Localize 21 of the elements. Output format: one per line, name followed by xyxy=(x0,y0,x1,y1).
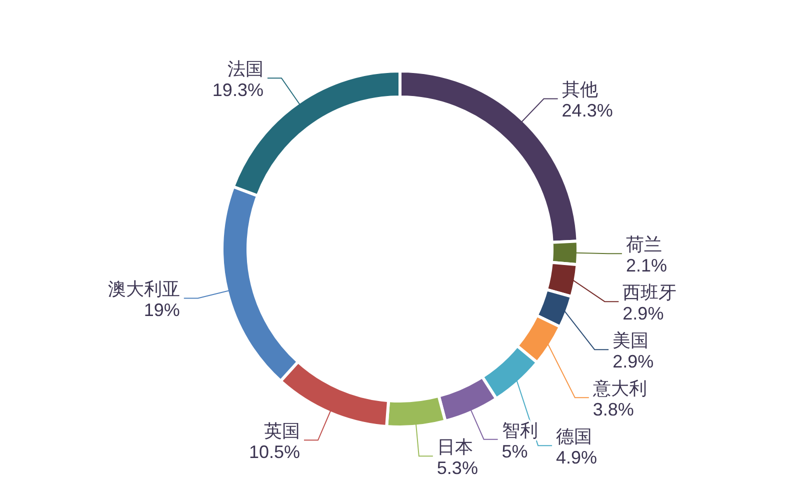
data-label: 2.9% xyxy=(622,304,664,324)
slice-label: 美国 xyxy=(612,330,649,351)
data-label: 5% xyxy=(502,441,528,462)
slice-label: 英国 xyxy=(264,421,300,442)
slice-label: 其他 xyxy=(562,80,598,100)
slice-label: 荷兰 xyxy=(626,234,662,255)
slice-label: 西班牙 xyxy=(622,282,677,303)
data-label: 5.3% xyxy=(436,458,478,478)
data-label: 10.5% xyxy=(248,442,300,462)
data-label: 19.3% xyxy=(212,80,264,100)
data-label: 19% xyxy=(144,300,180,320)
data-label: 2.9% xyxy=(612,352,654,372)
slice-label: 法国 xyxy=(227,59,264,80)
slice-label: 意大利 xyxy=(592,378,647,399)
slice-label: 澳大利亚 xyxy=(108,279,180,300)
data-label: 2.1% xyxy=(626,256,667,276)
data-label: 4.9% xyxy=(556,448,598,468)
slice-label: 德国 xyxy=(556,426,592,447)
data-label: 3.8% xyxy=(592,400,634,420)
slice-label: 日本 xyxy=(436,437,473,458)
data-label: 24.3% xyxy=(562,100,613,121)
